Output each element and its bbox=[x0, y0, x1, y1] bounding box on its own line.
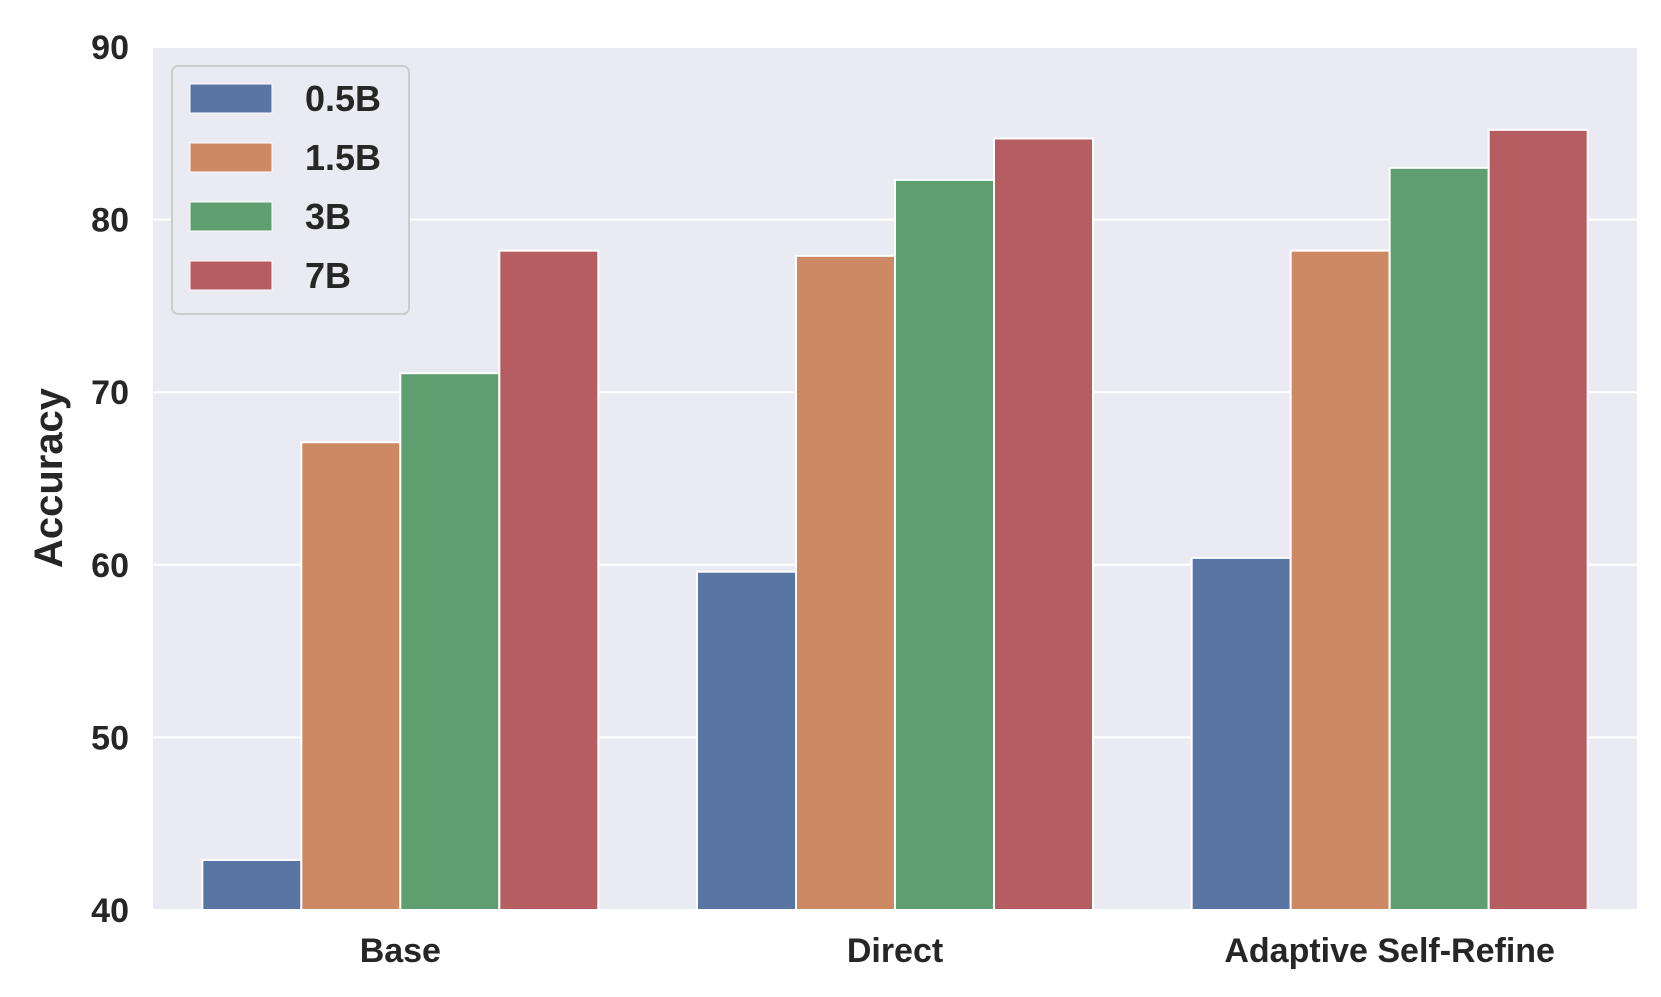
y-tick-label: 80 bbox=[91, 202, 129, 240]
legend-swatch bbox=[189, 260, 273, 291]
bar bbox=[696, 570, 797, 911]
y-tick-label: 60 bbox=[91, 547, 129, 585]
y-tick-label: 40 bbox=[91, 892, 129, 930]
y-axis-label: Accuracy bbox=[27, 387, 71, 568]
x-tick-label: Base bbox=[360, 932, 441, 970]
bar bbox=[993, 137, 1094, 911]
bar bbox=[201, 858, 303, 911]
bar bbox=[399, 372, 501, 911]
bar bbox=[795, 254, 896, 911]
bar bbox=[1289, 249, 1391, 911]
bar bbox=[1190, 556, 1292, 911]
legend: 0.5B 1.5B 3B 7B bbox=[171, 65, 410, 315]
legend-box bbox=[171, 65, 410, 315]
legend-swatch bbox=[189, 142, 273, 173]
x-tick-label: Direct bbox=[847, 932, 943, 970]
x-tick-label: Adaptive Self-Refine bbox=[1224, 932, 1555, 970]
legend-label: 3B bbox=[305, 196, 351, 237]
legend-label: 0.5B bbox=[305, 78, 381, 119]
bar bbox=[1388, 166, 1490, 911]
legend-label: 1.5B bbox=[305, 137, 381, 178]
legend-swatch bbox=[189, 83, 273, 114]
bars-group bbox=[201, 128, 1589, 912]
bar bbox=[894, 178, 995, 912]
y-tick-labels: 40 50 60 70 80 90 bbox=[91, 29, 129, 930]
legend-label: 7B bbox=[305, 255, 351, 296]
bar bbox=[300, 441, 402, 911]
x-tick-labels: Base Direct Adaptive Self-Refine bbox=[360, 932, 1555, 970]
bar bbox=[1487, 128, 1589, 911]
y-tick-label: 50 bbox=[91, 719, 129, 757]
legend-swatch bbox=[189, 201, 273, 232]
bar bbox=[498, 249, 600, 911]
y-tick-label: 90 bbox=[91, 29, 129, 67]
y-tick-label: 70 bbox=[91, 374, 129, 412]
